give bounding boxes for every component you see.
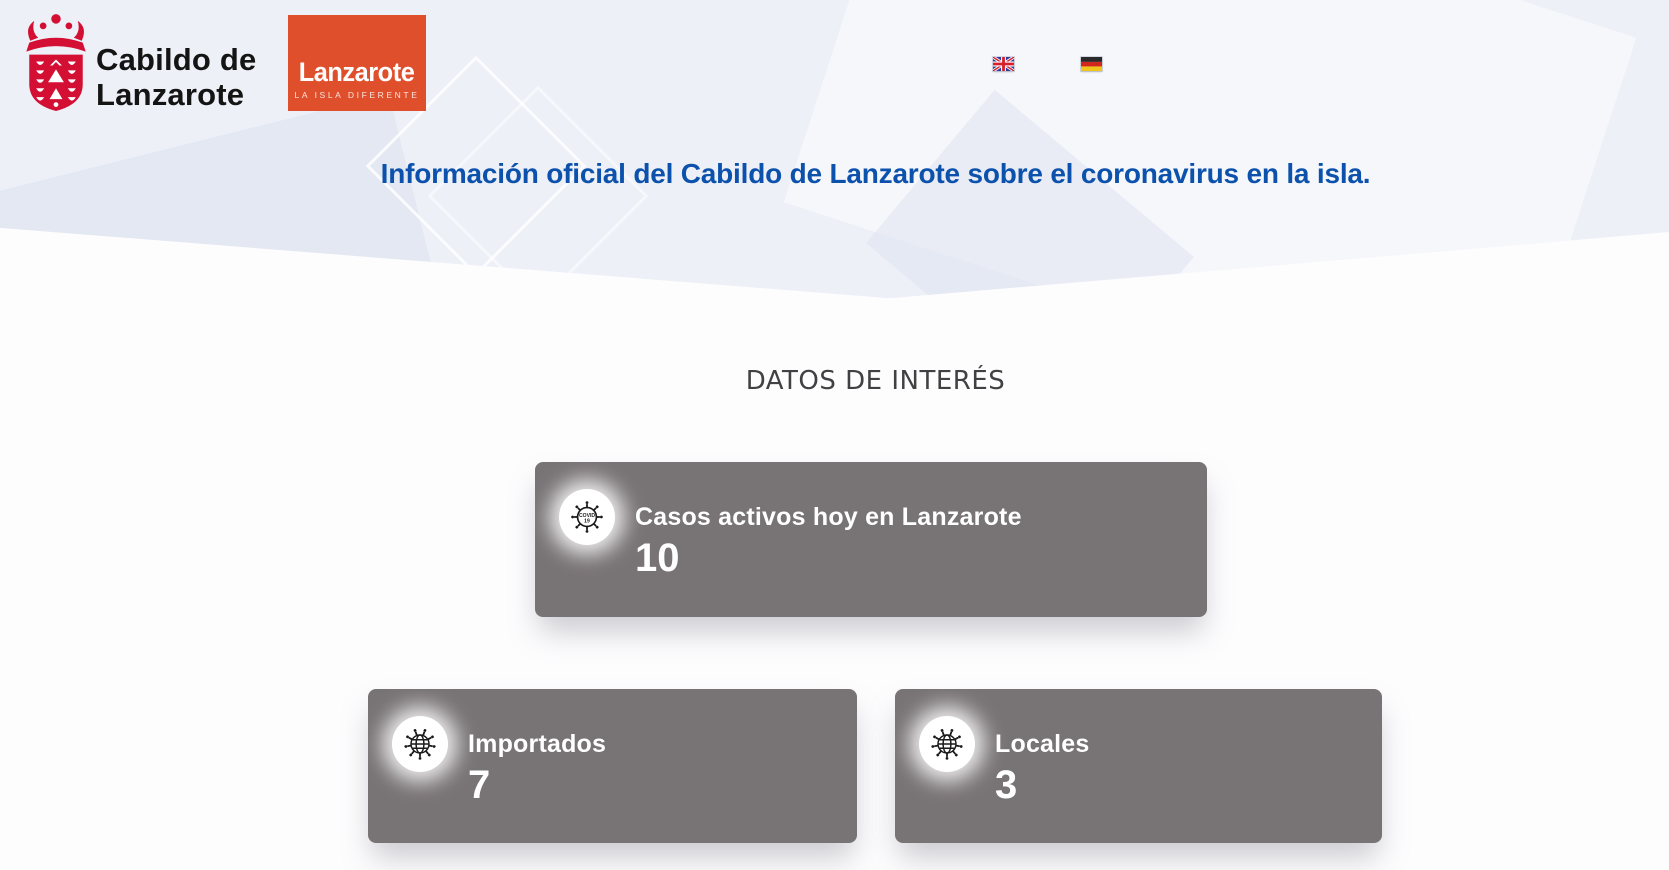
cabildo-crest-logo [26,14,86,112]
stat-label: Casos activos hoy en Lanzarote [635,503,1022,531]
stat-card-importados: Importados 7 [368,689,857,843]
hero-background [0,0,1669,299]
org-name-line2: Lanzarote [96,77,245,112]
stat-value: 7 [468,763,491,807]
stat-card-casos-activos: COVID 19 Casos activos hoy en Lanzarote … [535,462,1207,617]
stat-label: Locales [995,730,1090,758]
page-title: Información oficial del Cabildo de Lanza… [380,158,1371,189]
globe-virus-icon [392,716,448,772]
org-name: Cabildo de Lanzarote [96,42,256,112]
stat-value: 10 [635,536,680,580]
stat-card-locales: Locales 3 [895,689,1382,843]
globe-virus-icon [919,716,975,772]
stat-value: 3 [995,763,1018,807]
stat-label: Importados [468,730,607,758]
section-title: DATOS DE INTERÉS [745,366,1006,396]
lanzarote-brand-logo: Lanzarote LA ISLA DIFERENTE [288,15,426,111]
uk-flag-icon[interactable] [993,57,1014,71]
germany-flag-icon[interactable] [1081,57,1102,71]
org-name-line1: Cabildo de [96,42,257,77]
svg-text:COVID: COVID [579,513,595,519]
covid19-virus-icon: COVID 19 [559,489,615,545]
brand-name: Lanzarote [299,57,415,87]
svg-text:19: 19 [584,518,590,524]
brand-tagline: LA ISLA DIFERENTE [294,90,420,100]
